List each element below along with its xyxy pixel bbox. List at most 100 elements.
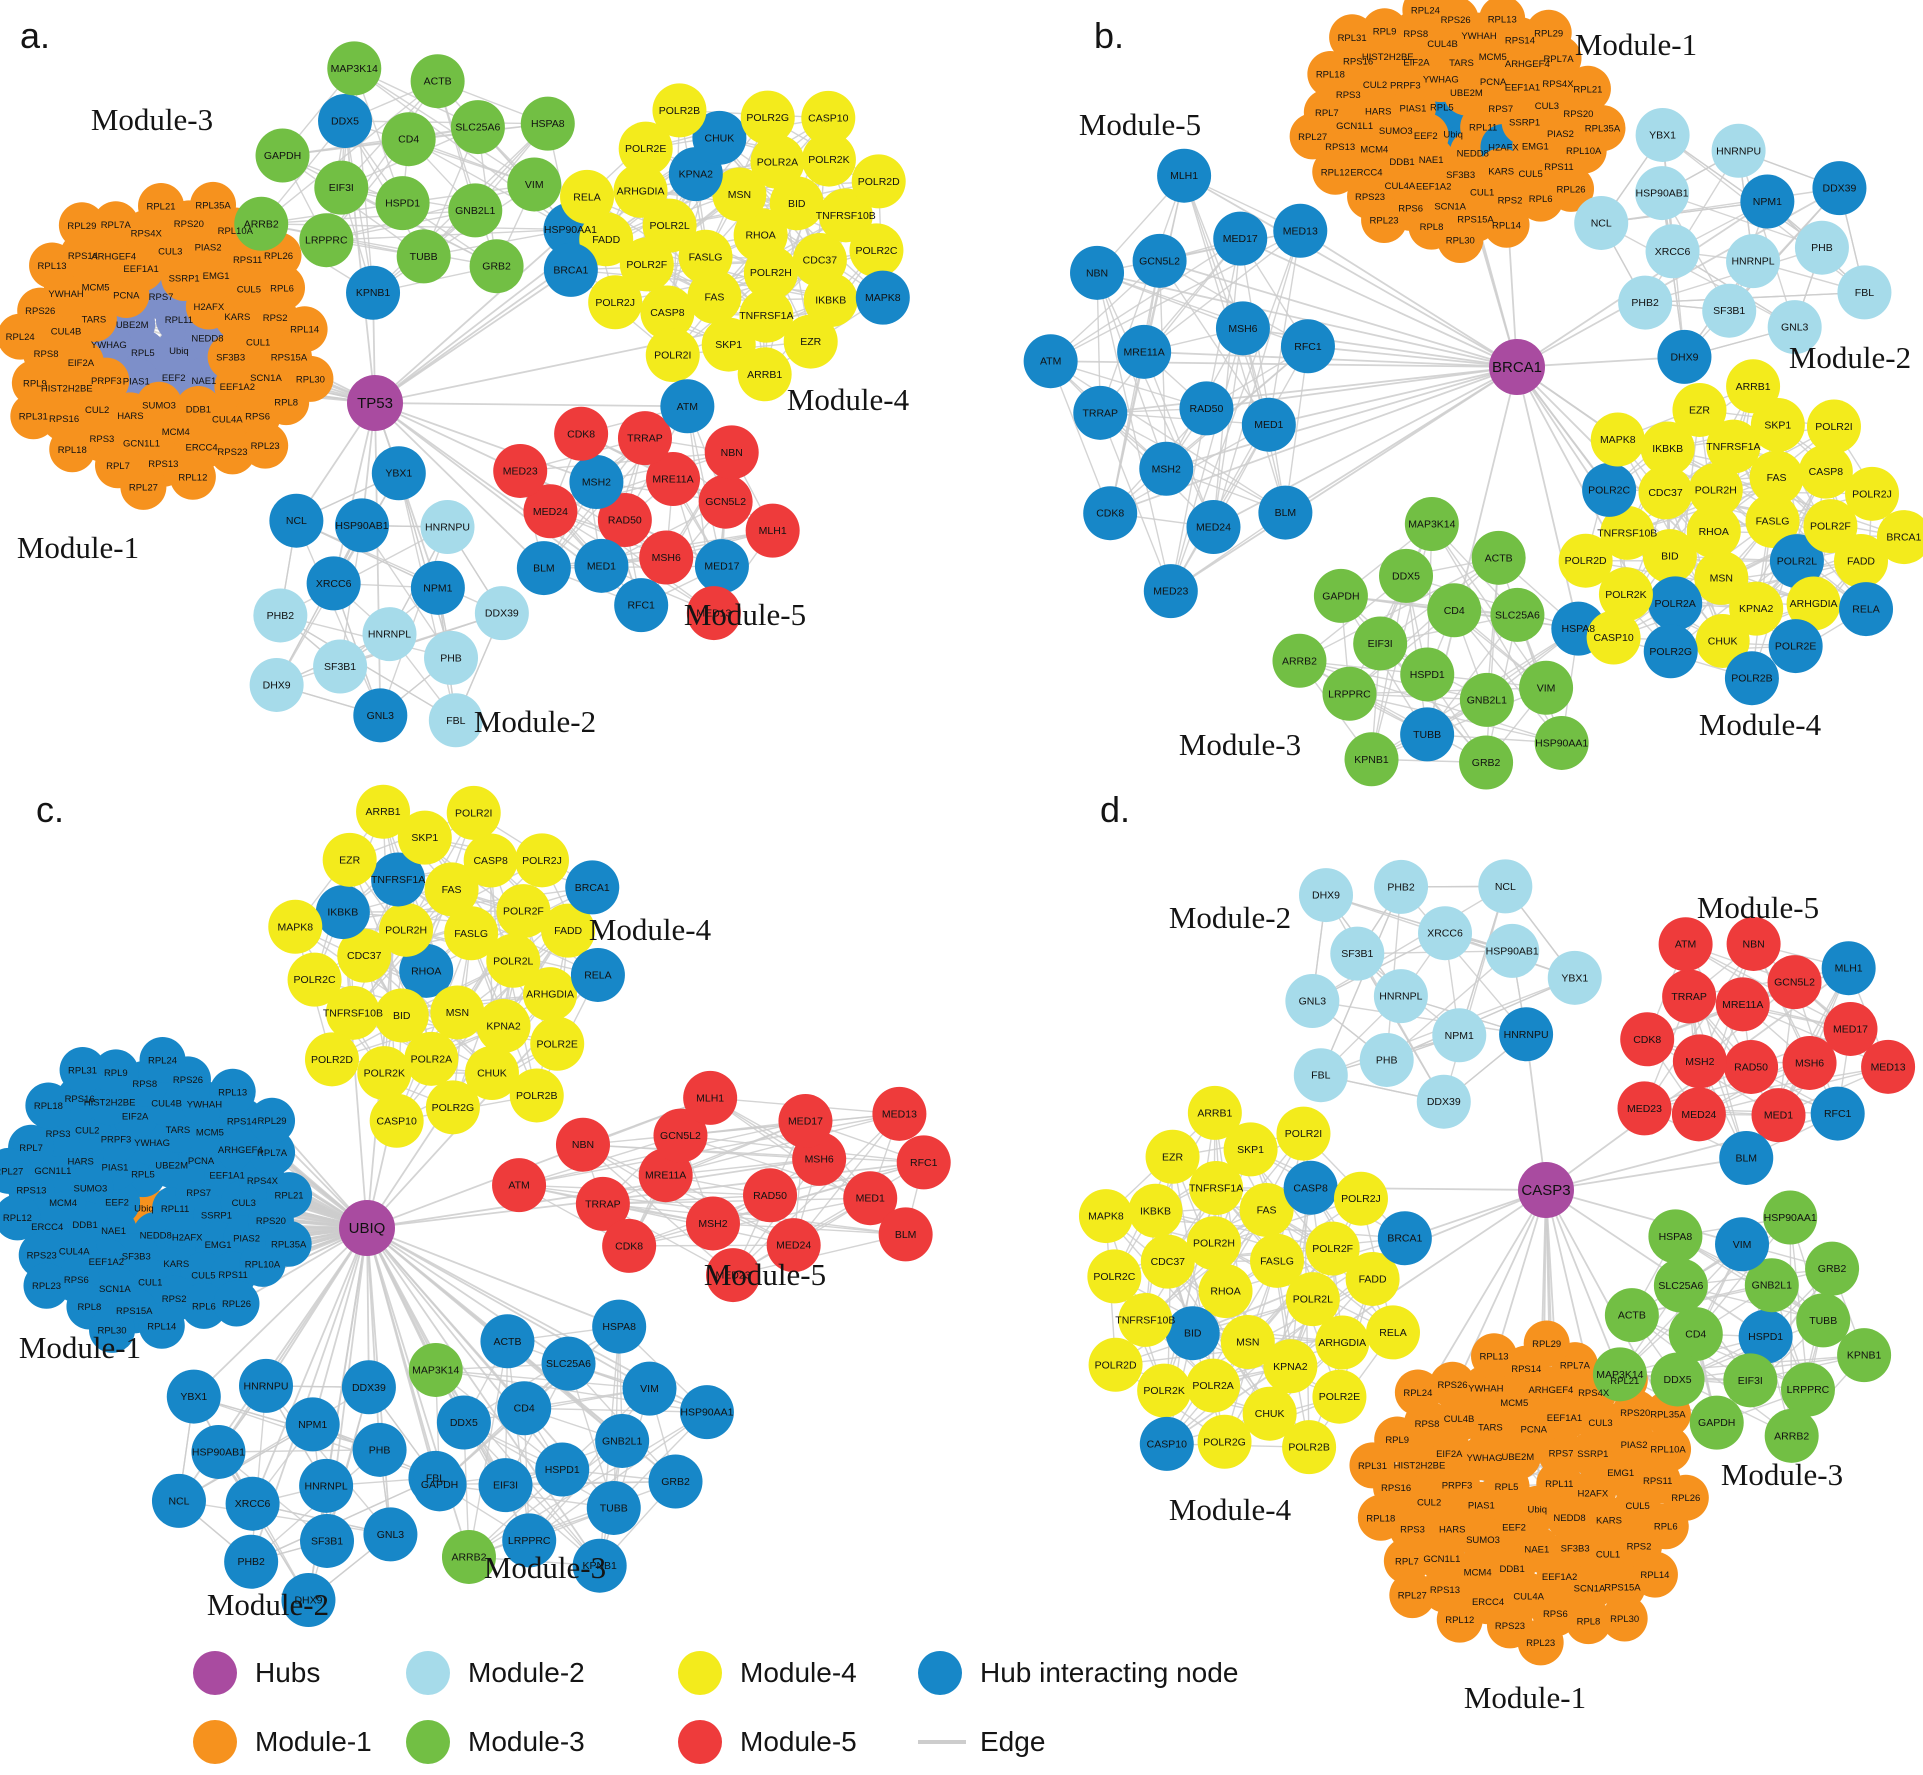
node-RPL29[interactable]: [249, 1097, 296, 1144]
node-RPL30[interactable]: [1437, 216, 1484, 263]
node-SF3B1[interactable]: [1702, 283, 1757, 338]
node-BRCA1[interactable]: [543, 242, 598, 297]
node-XRCC6[interactable]: [306, 556, 361, 611]
node-VIM[interactable]: [1715, 1217, 1770, 1272]
node-POLR2J[interactable]: [1845, 466, 1900, 521]
node-MAP3K14[interactable]: [408, 1342, 463, 1397]
node-POLR2H[interactable]: [743, 245, 798, 300]
node-MED1[interactable]: [574, 538, 629, 593]
node-RELA[interactable]: [1839, 582, 1894, 637]
node-ARHGDIA[interactable]: [1315, 1315, 1370, 1370]
node-RPL24[interactable]: [1402, 0, 1449, 33]
node-MED1[interactable]: [1241, 397, 1296, 452]
node-NBN[interactable]: [704, 425, 759, 480]
node-VIM[interactable]: [1519, 660, 1574, 715]
node-POLR2J[interactable]: [1333, 1171, 1388, 1226]
node-RPL7A[interactable]: [92, 201, 139, 248]
node-CASP8[interactable]: [1283, 1160, 1338, 1215]
node-POLR2K[interactable]: [1598, 567, 1653, 622]
node-CASP10[interactable]: [1586, 610, 1641, 665]
node-GCN5L2[interactable]: [653, 1108, 708, 1163]
node-SLC25A6[interactable]: [541, 1336, 596, 1391]
node-RPL18[interactable]: [25, 1082, 72, 1129]
node-GNB2L1[interactable]: [448, 183, 503, 238]
node-HSP90AB1[interactable]: [334, 498, 389, 553]
node-RPL26[interactable]: [213, 1280, 260, 1327]
node-POLR2C[interactable]: [1582, 462, 1637, 517]
node-RPL30[interactable]: [287, 355, 334, 402]
node-MAP3K14[interactable]: [327, 41, 382, 96]
node-MED1[interactable]: [1751, 1088, 1806, 1143]
node-LRPPRC[interactable]: [1780, 1362, 1835, 1417]
node-POLR2G[interactable]: [1197, 1414, 1252, 1469]
node-DDX5[interactable]: [436, 1395, 491, 1450]
node-HNRNPU[interactable]: [238, 1358, 293, 1413]
node-TNFRSF1A[interactable]: [371, 852, 426, 907]
node-RAD50[interactable]: [1724, 1039, 1779, 1094]
node-TNFRSF10B[interactable]: [1118, 1292, 1173, 1347]
node-POLR2F[interactable]: [1305, 1221, 1360, 1276]
node-CASP8[interactable]: [640, 285, 695, 340]
node-POLR2D[interactable]: [304, 1032, 359, 1087]
node-ACTB[interactable]: [1604, 1288, 1659, 1343]
node-RPL26[interactable]: [1548, 165, 1595, 212]
node-MED17[interactable]: [778, 1094, 833, 1149]
node-CDC37[interactable]: [1140, 1234, 1195, 1289]
node-MRE11A[interactable]: [646, 452, 701, 507]
node-HSPD1[interactable]: [535, 1442, 590, 1497]
node-POLR2E[interactable]: [1768, 619, 1823, 674]
node-HSPA8[interactable]: [1648, 1209, 1703, 1264]
node-RELA[interactable]: [570, 947, 625, 1002]
node-ATM[interactable]: [1023, 334, 1078, 389]
node-RPL23[interactable]: [1517, 1619, 1564, 1666]
node-CHUK[interactable]: [1695, 613, 1750, 668]
node-DHX9[interactable]: [1299, 868, 1354, 923]
node-HNRNPL[interactable]: [362, 607, 417, 662]
node-PHB2[interactable]: [1618, 275, 1673, 330]
node-POLR2J[interactable]: [588, 275, 643, 330]
node-MSH6[interactable]: [1782, 1035, 1837, 1090]
node-TNFRSF1A[interactable]: [1189, 1161, 1244, 1216]
node-CDK8[interactable]: [554, 406, 609, 461]
node-MSH2[interactable]: [569, 455, 624, 510]
node-ARRB1[interactable]: [1187, 1085, 1242, 1140]
node-RPL9[interactable]: [11, 359, 58, 406]
node-DHX9[interactable]: [249, 657, 304, 712]
node-POLR2H[interactable]: [1688, 463, 1743, 518]
node-MLH1[interactable]: [683, 1070, 738, 1125]
node-POLR2F[interactable]: [496, 884, 551, 939]
node-GAPDH[interactable]: [1313, 568, 1368, 623]
node-TUBB[interactable]: [586, 1480, 641, 1535]
node-GNB2L1[interactable]: [1459, 672, 1514, 727]
node-MED1[interactable]: [843, 1171, 898, 1226]
node-POLR2L[interactable]: [1285, 1272, 1340, 1327]
node-RPL35A[interactable]: [1579, 105, 1626, 152]
node-BID[interactable]: [374, 988, 429, 1043]
node-XRCC6[interactable]: [1645, 224, 1700, 279]
node-MED23[interactable]: [1617, 1081, 1672, 1136]
node-MLH1[interactable]: [1821, 941, 1876, 996]
node-POLR2B[interactable]: [652, 83, 707, 138]
node-FAS[interactable]: [424, 862, 479, 917]
node-MED24[interactable]: [766, 1218, 821, 1273]
node-BID[interactable]: [1642, 529, 1697, 584]
node-POLR2L[interactable]: [486, 933, 541, 988]
node-RPL24[interactable]: [139, 1036, 186, 1083]
node-MED13[interactable]: [686, 586, 741, 641]
node-RPL31[interactable]: [1329, 14, 1376, 61]
node-EIF3I[interactable]: [1723, 1353, 1778, 1408]
node-RPL10A[interactable]: [1645, 1426, 1692, 1473]
node-CASP10[interactable]: [369, 1093, 424, 1148]
node-ACTB[interactable]: [480, 1314, 535, 1369]
node-CDK8[interactable]: [1083, 486, 1138, 541]
node-IKBKB[interactable]: [1128, 1183, 1183, 1238]
node-FAS[interactable]: [1239, 1182, 1294, 1237]
node-NCL[interactable]: [269, 493, 324, 548]
node-NCL[interactable]: [1574, 195, 1629, 250]
node-FAS[interactable]: [687, 269, 742, 324]
node-RPL27[interactable]: [1389, 1572, 1436, 1619]
node-FADD[interactable]: [579, 212, 634, 267]
node-HSP90AA1[interactable]: [679, 1385, 734, 1440]
node-FADD[interactable]: [1345, 1251, 1400, 1306]
node-CD4[interactable]: [381, 112, 436, 167]
